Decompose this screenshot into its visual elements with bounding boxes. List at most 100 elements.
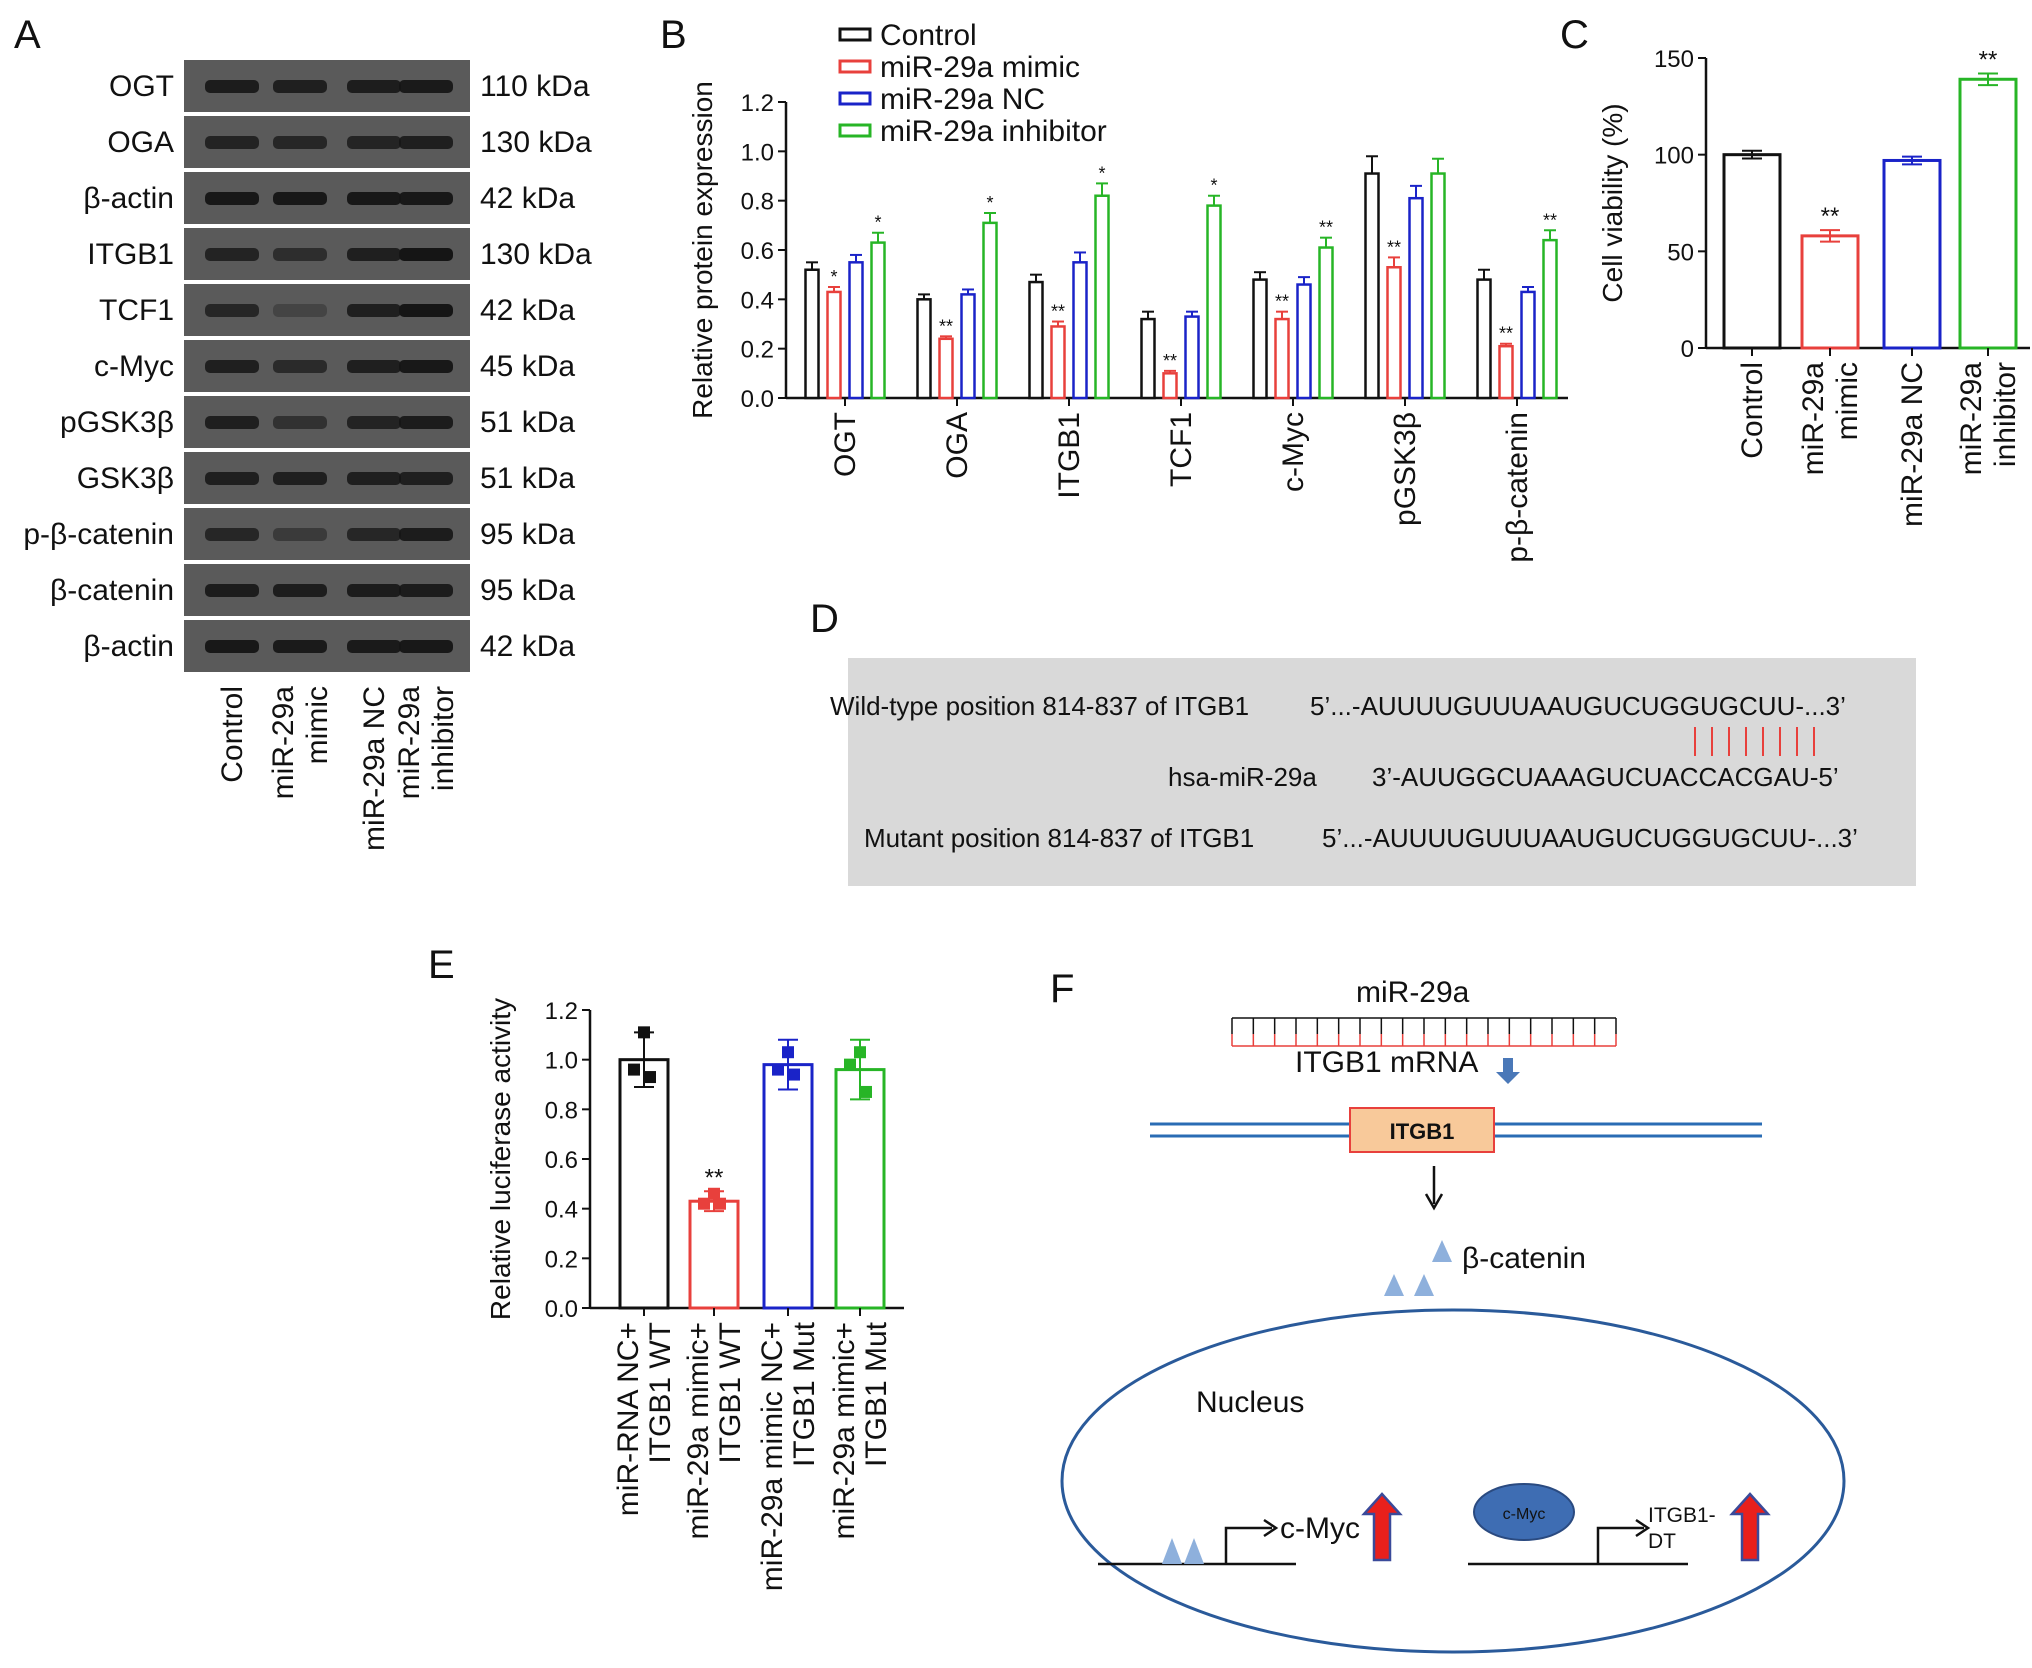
protein-label: ITGB1 xyxy=(87,238,174,271)
y-tick-label: 0.6 xyxy=(741,238,774,265)
bar xyxy=(618,1058,670,1310)
blot-band xyxy=(399,472,453,485)
y-tick-label: 0 xyxy=(1681,336,1694,363)
bar xyxy=(1050,325,1066,400)
data-point xyxy=(782,1046,794,1059)
bar xyxy=(762,1063,814,1310)
bar xyxy=(1140,317,1156,400)
blot-band xyxy=(205,472,259,485)
x-tick-label: miR-29a mimic+ xyxy=(828,1322,861,1540)
blot-band xyxy=(205,248,259,261)
blot-band xyxy=(347,304,401,317)
cmyc-target-label: c-Myc xyxy=(1280,1512,1360,1545)
nucleus xyxy=(1060,1308,1846,1654)
cmyc-promoter-arrowhead xyxy=(1263,1518,1279,1538)
wt-sequence: 5’...-AUUUUGUUUAAUGUCUGGUGCUU-...3’ xyxy=(1310,691,1846,721)
blot-band xyxy=(399,80,453,93)
blot-band xyxy=(273,192,327,205)
sig-label: ** xyxy=(1051,302,1065,322)
protein-label: OGA xyxy=(107,126,174,159)
blot-band xyxy=(399,248,453,261)
data-point xyxy=(844,1058,856,1071)
blot-band xyxy=(205,416,259,429)
blot-band xyxy=(347,528,401,541)
blot-band xyxy=(399,640,453,653)
y-tick-label: 0.6 xyxy=(545,1147,578,1174)
legend-label: miR-29a NC xyxy=(880,83,1045,116)
y-tick-label: 50 xyxy=(1667,239,1694,266)
sig-label: * xyxy=(1098,163,1105,183)
blot-band xyxy=(205,136,259,149)
bar xyxy=(1296,283,1312,400)
western-blot: OGT 110 kDa OGA 130 kDa β-actin 42 kDa ITGB1 13… xyxy=(23,60,592,851)
blot-band xyxy=(205,80,259,93)
blot-band xyxy=(205,528,259,541)
pairing-lines xyxy=(1694,727,1815,756)
bar xyxy=(1430,172,1446,400)
x-tick-label: miR-29a mimic+ xyxy=(682,1322,715,1540)
legend-label: miR-29a mimic xyxy=(880,51,1080,84)
x-tick-label: Control xyxy=(1736,362,1769,459)
kda-label: 51 kDa xyxy=(480,462,575,495)
cell-viability-chart: 0 50 100 150 Cell viability (%) Control ** miR-… xyxy=(1597,46,2030,527)
bar xyxy=(1800,234,1860,350)
itgb1dt-promoter-arrow xyxy=(1596,1526,1644,1564)
blot-band xyxy=(273,472,327,485)
sequence-box xyxy=(848,658,1916,886)
panel-label-a: A xyxy=(14,13,41,57)
down-arrow-icon xyxy=(1496,1058,1520,1084)
bar xyxy=(1028,280,1044,400)
bar xyxy=(1318,246,1334,400)
mir-sequence: 3’-AUUGGCUAAAGUCUACCACGAU-5’ xyxy=(1372,762,1839,792)
x-tick-label: TCF1 xyxy=(1165,412,1198,487)
data-point xyxy=(860,1085,872,1098)
gene-label: ITGB1 xyxy=(1390,1119,1455,1144)
legend-label: miR-29a inhibitor xyxy=(880,115,1107,148)
bar xyxy=(826,290,842,400)
x-tick-label: ITGB1 WT xyxy=(714,1322,747,1464)
nucleus-label: Nucleus xyxy=(1196,1386,1304,1419)
y-tick-label: 1.0 xyxy=(545,1048,578,1075)
x-tick-label: ITGB1 WT xyxy=(644,1322,677,1464)
protein-label: c-Myc xyxy=(94,350,174,383)
y-tick-label: 1.0 xyxy=(741,139,774,166)
blot-band xyxy=(399,584,453,597)
kda-label: 95 kDa xyxy=(480,574,575,607)
lane-label: Control xyxy=(216,686,249,783)
up-arrow-icon xyxy=(1729,1492,1771,1562)
blot-band xyxy=(273,136,327,149)
x-tick-label: miR-29a mimic NC+ xyxy=(756,1322,789,1591)
data-point xyxy=(708,1187,720,1200)
blot-band xyxy=(347,640,401,653)
panel-c: C 0 50 100 150 Cell viability (%) Control ** mi… xyxy=(1560,13,2030,527)
blot-band xyxy=(273,584,327,597)
panel-label-c: C xyxy=(1560,13,1589,57)
sig-label: ** xyxy=(1979,46,1998,73)
bar xyxy=(1722,153,1782,350)
sig-label: ** xyxy=(1821,203,1840,230)
kda-label: 130 kDa xyxy=(480,126,592,159)
y-tick-label: 1.2 xyxy=(545,998,578,1025)
blot-band xyxy=(205,192,259,205)
bar xyxy=(1520,290,1536,400)
data-point xyxy=(854,1046,866,1059)
blot-band xyxy=(273,304,327,317)
kda-label: 95 kDa xyxy=(480,518,575,551)
bar xyxy=(1498,344,1514,400)
mut-sequence: 5’...-AUUUUGUUUAAUGUCUGGUGCUU-...3’ xyxy=(1322,823,1858,853)
sig-label: ** xyxy=(705,1164,724,1191)
data-point xyxy=(772,1063,784,1076)
legend-swatch xyxy=(838,59,872,74)
protein-label: p-β-catenin xyxy=(23,518,174,551)
bar xyxy=(870,241,886,400)
bar xyxy=(1476,278,1492,400)
x-tick-label: ITGB1 xyxy=(1053,412,1086,499)
blot-band xyxy=(347,80,401,93)
panel-a: A OGT 110 kDa OGA 130 kDa β-actin 42 kDa ITGB1… xyxy=(14,13,592,851)
sig-label: ** xyxy=(1319,218,1333,238)
y-tick-label: 0.4 xyxy=(545,1197,578,1224)
protein-label: β-actin xyxy=(83,630,174,663)
blot-band xyxy=(399,416,453,429)
beta-catenin-triangles-icon xyxy=(1384,1240,1452,1296)
mirna-label: miR-29a xyxy=(1356,976,1470,1009)
